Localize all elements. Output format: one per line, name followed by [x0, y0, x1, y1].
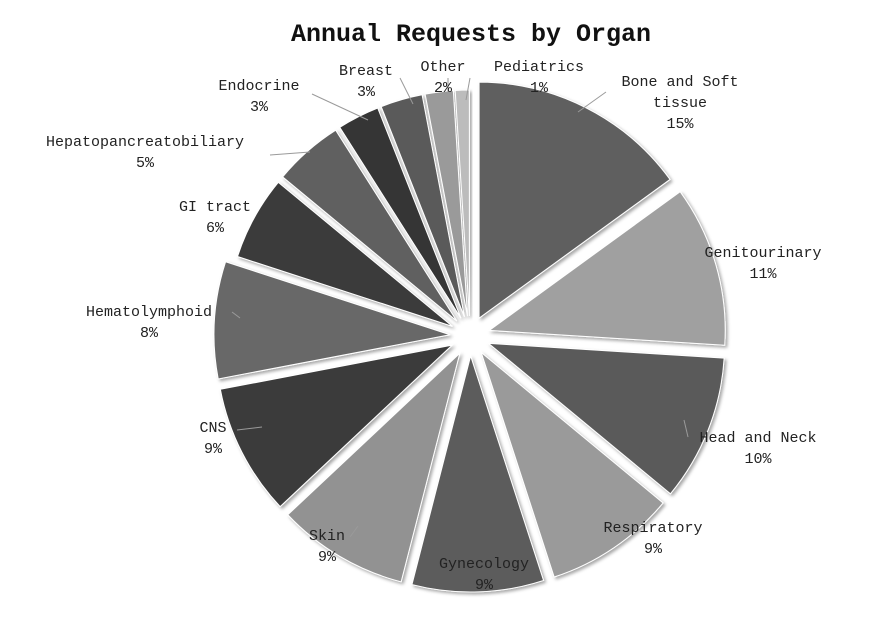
- slice-percent-label: 9%: [475, 577, 494, 594]
- slice-percent-label: 11%: [749, 266, 777, 283]
- slice-category-label: CNS: [199, 420, 226, 437]
- leader-line: [349, 525, 359, 538]
- leader-line: [683, 419, 689, 438]
- slice-percent-label: 9%: [204, 441, 223, 458]
- slice-category-label: Breast: [339, 63, 393, 80]
- slice-percent-label: 5%: [136, 155, 155, 172]
- slice-percent-label: 2%: [434, 80, 453, 97]
- slice-category-label: Hepatopancreatobiliary: [46, 134, 244, 151]
- pie-slice-respiratory: [480, 351, 664, 578]
- slice-percent-label: 15%: [666, 116, 694, 133]
- slice-percent-label: 9%: [318, 549, 337, 566]
- leader-line: [269, 151, 311, 156]
- slice-category-label: Endocrine: [218, 78, 299, 95]
- pie-slice-genitourinary: [487, 191, 726, 346]
- leader-line: [399, 77, 414, 105]
- slice-percent-label: 10%: [744, 451, 772, 468]
- slice-percent-label: 6%: [206, 220, 225, 237]
- pie-slice-hepatopancreatobiliary: [281, 129, 458, 322]
- slice-percent-label: 3%: [357, 84, 376, 101]
- pie-slice-pediatrics: [454, 89, 470, 317]
- slice-percent-label: 1%: [530, 80, 549, 97]
- pie-slice-head-and-neck: [487, 342, 725, 495]
- pie-slice-gynecology: [411, 354, 545, 593]
- slice-category-label: GI tract: [179, 199, 251, 216]
- slice-percent-label: 8%: [140, 325, 159, 342]
- slice-category-label: Pediatrics: [494, 59, 584, 76]
- slice-category-label: tissue: [653, 95, 707, 112]
- pie-slice-cns: [219, 344, 454, 508]
- pie-slice-skin: [287, 351, 461, 583]
- slice-category-label: Head and Neck: [699, 430, 816, 447]
- slice-category-label: Gynecology: [439, 556, 529, 573]
- slice-category-label: Other: [420, 59, 465, 76]
- pie-slice-hematolymphoid: [213, 261, 451, 380]
- slice-category-label: Skin: [309, 528, 345, 545]
- pie-slice-endocrine: [339, 107, 462, 319]
- pie-slice-gi-tract: [236, 181, 453, 327]
- leader-line: [577, 91, 607, 113]
- leader-line: [465, 77, 471, 101]
- slice-category-label: Hematolymphoid: [86, 304, 212, 321]
- leader-line: [236, 426, 263, 431]
- pie-slice-other: [424, 90, 468, 317]
- slice-category-label: Respiratory: [603, 520, 702, 537]
- slice-category-label: Genitourinary: [704, 245, 821, 262]
- slice-category-label: Bone and Soft: [621, 74, 738, 91]
- leader-line: [231, 311, 241, 319]
- pie-slice-bone-and-soft-tissue: [478, 81, 671, 320]
- leader-line: [311, 93, 369, 121]
- slice-percent-label: 3%: [250, 99, 269, 116]
- slice-percent-label: 9%: [644, 541, 663, 558]
- chart-title: Annual Requests by Organ: [291, 20, 651, 49]
- pie-slice-breast: [380, 94, 465, 317]
